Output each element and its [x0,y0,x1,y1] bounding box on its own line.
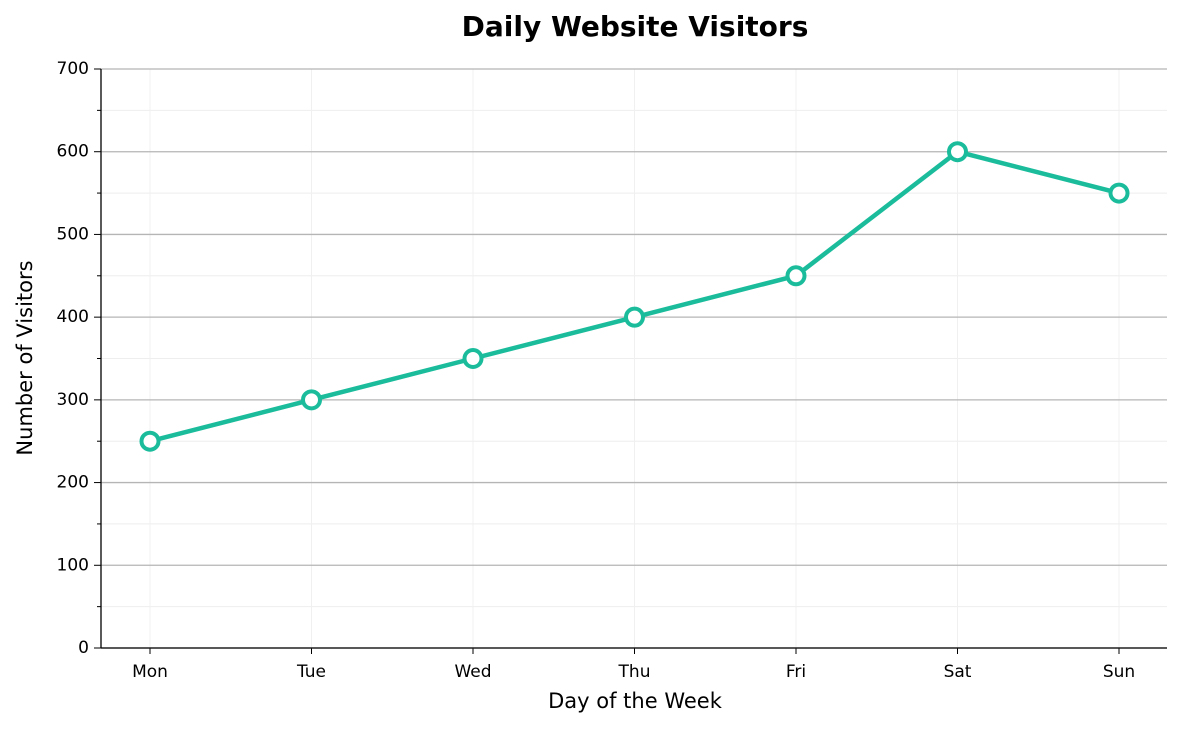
y-tick-label: 400 [57,307,89,327]
data-point [785,265,807,287]
y-tick-label: 300 [57,390,89,410]
x-axis-label: Day of the Week [548,689,723,713]
x-tick-label: Fri [786,662,806,682]
y-tick-label: 600 [57,142,89,162]
y-axis-label: Number of Visitors [13,260,37,455]
chart-title: Daily Website Visitors [462,10,809,43]
x-tick-label: Thu [618,662,651,682]
data-point [301,389,322,411]
data-point [624,306,645,328]
y-tick-label: 100 [57,555,89,575]
x-tick-label: Wed [454,662,491,682]
x-tick-label: Tue [296,662,326,682]
y-tick-label: 500 [57,224,89,244]
data-point [139,430,161,452]
y-tick-label: 200 [57,473,89,493]
data-point [947,141,968,163]
x-tick-label: Mon [132,662,168,682]
x-tick-label: Sat [944,662,972,682]
x-tick-label: Sun [1103,662,1135,682]
data-point [462,348,484,369]
data-point [1108,182,1130,204]
y-tick-label: 700 [57,59,89,79]
y-tick-label: 0 [78,638,89,658]
